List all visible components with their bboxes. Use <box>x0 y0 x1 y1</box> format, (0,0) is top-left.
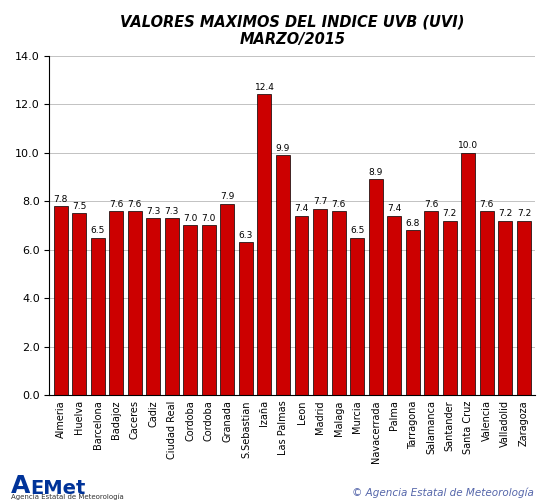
Bar <box>332 211 345 395</box>
Bar <box>295 216 309 395</box>
Text: A: A <box>11 474 30 498</box>
Text: Agencia Estatal de Meteorología: Agencia Estatal de Meteorología <box>11 494 124 500</box>
Bar <box>257 95 271 395</box>
Text: 7.6: 7.6 <box>332 200 346 209</box>
Title: VALORES MAXIMOS DEL INDICE UVB (UVI)
MARZO/2015: VALORES MAXIMOS DEL INDICE UVB (UVI) MAR… <box>120 15 464 47</box>
Text: 7.2: 7.2 <box>517 209 531 218</box>
Text: 7.7: 7.7 <box>313 197 327 206</box>
Bar <box>276 155 290 395</box>
Text: 7.0: 7.0 <box>183 214 197 223</box>
Bar <box>109 211 123 395</box>
Bar <box>54 206 68 395</box>
Text: 8.9: 8.9 <box>368 168 383 177</box>
Bar <box>443 221 456 395</box>
Text: 7.6: 7.6 <box>128 200 142 209</box>
Text: 7.9: 7.9 <box>220 192 234 201</box>
Bar <box>202 225 216 395</box>
Bar <box>461 152 475 395</box>
Text: 7.3: 7.3 <box>146 207 161 216</box>
Text: 7.6: 7.6 <box>480 200 494 209</box>
Bar <box>128 211 142 395</box>
Bar <box>498 221 512 395</box>
Text: 7.4: 7.4 <box>294 204 309 213</box>
Text: 6.5: 6.5 <box>350 226 364 235</box>
Text: 7.6: 7.6 <box>109 200 123 209</box>
Bar <box>313 209 327 395</box>
Text: 7.0: 7.0 <box>202 214 216 223</box>
Bar <box>183 225 197 395</box>
Text: 7.4: 7.4 <box>387 204 402 213</box>
Text: 7.6: 7.6 <box>424 200 438 209</box>
Bar <box>406 230 420 395</box>
Text: © Agencia Estatal de Meteorología: © Agencia Estatal de Meteorología <box>351 487 534 498</box>
Bar <box>480 211 494 395</box>
Text: 7.5: 7.5 <box>72 202 86 211</box>
Text: 7.3: 7.3 <box>164 207 179 216</box>
Text: 6.8: 6.8 <box>405 219 420 228</box>
Text: 6.3: 6.3 <box>239 231 253 240</box>
Bar <box>368 180 383 395</box>
Bar <box>424 211 438 395</box>
Text: 10.0: 10.0 <box>458 141 478 150</box>
Bar <box>387 216 401 395</box>
Text: EMet: EMet <box>30 479 86 498</box>
Text: 7.2: 7.2 <box>443 209 457 218</box>
Bar <box>350 237 364 395</box>
Bar <box>165 218 179 395</box>
Bar <box>239 242 253 395</box>
Text: 9.9: 9.9 <box>276 144 290 152</box>
Bar <box>221 204 234 395</box>
Bar <box>146 218 160 395</box>
Text: 7.8: 7.8 <box>53 195 68 204</box>
Bar <box>91 237 104 395</box>
Bar <box>72 213 86 395</box>
Text: 7.2: 7.2 <box>498 209 513 218</box>
Text: 12.4: 12.4 <box>255 83 274 92</box>
Text: 6.5: 6.5 <box>90 226 105 235</box>
Bar <box>517 221 531 395</box>
